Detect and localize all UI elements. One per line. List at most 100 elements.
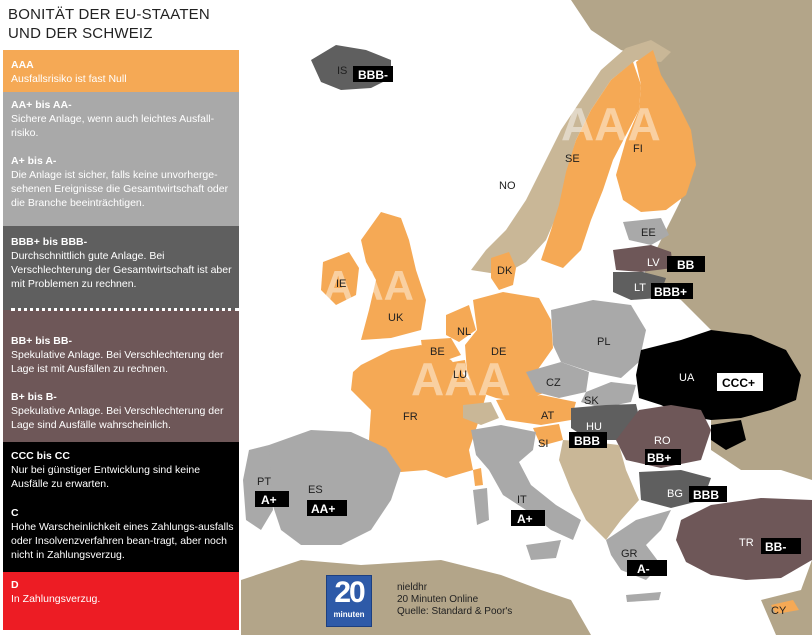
footer-source: Quelle: Standard & Poor's [397, 606, 513, 617]
country-ES [263, 430, 401, 545]
country-NL [446, 305, 476, 342]
watermark-aaa-central: AAA [411, 353, 511, 405]
rating-text-ES: AA+ [311, 502, 335, 516]
legend-code-bbb: BBB+ bis BBB- [11, 236, 88, 248]
legend-desc-bb: Spekulative Anlage. Bei Verschlechterung… [11, 349, 224, 375]
country-IT-sardinia [473, 488, 489, 525]
country-CY [771, 600, 799, 614]
label-LT: LT [634, 282, 646, 294]
country-UA-crimea [711, 420, 746, 450]
country-AT [496, 395, 576, 425]
legend-band-ccc-c: CCC bis CC Nur bei günstiger Entwicklung… [3, 442, 239, 572]
country-LV [613, 245, 673, 272]
label-LU: LU [453, 369, 467, 381]
legend-entry-a: A+ bis A- Die Anlage ist sicher, falls k… [11, 154, 235, 210]
country-IE [321, 252, 359, 305]
country-RO [616, 405, 711, 468]
legend-code-ccc: CCC bis CC [11, 450, 70, 462]
legend-desc-aaa: Ausfallsrisiko ist fast Null [11, 73, 127, 85]
watermark-aaa-uk: AAA [323, 262, 414, 309]
country-PL [551, 300, 646, 378]
legend-entry-bb: BB+ bis BB- Spekulative Anlage. Bei Vers… [11, 334, 235, 376]
map-svg: AAA AAA AAA IS NO SE FI EE LV LT DK IE U… [241, 0, 812, 635]
rating-text-TR: BB- [765, 540, 786, 554]
rating-badge-HU: BBB [569, 432, 607, 448]
rating-text-HU: BBB [574, 434, 600, 448]
legend-entry-bbb: BBB+ bis BBB- Durchschnittlich gute Anla… [11, 235, 235, 291]
map-title: BONITÄT DER EU-STAATEN UND DER SCHWEIZ [8, 5, 243, 43]
legend-band-aaa: AAA Ausfallsrisiko ist fast Null [3, 50, 239, 92]
label-NL: NL [457, 326, 471, 338]
rating-text-IT: A+ [517, 512, 533, 526]
rating-badge-ES: AA+ [307, 500, 347, 516]
label-SI: SI [538, 438, 548, 450]
label-RO: RO [654, 435, 671, 447]
legend-band-aa-a: AA+ bis AA- Sichere Anlage, wenn auch le… [3, 92, 239, 226]
label-FR: FR [403, 411, 418, 423]
rating-badge-RO: BB+ [645, 449, 681, 465]
country-PT [243, 445, 273, 530]
rating-badge-LT: BBB+ [651, 283, 693, 299]
legend-code-c: C [11, 507, 19, 519]
country-TR [676, 498, 812, 580]
label-TR: TR [739, 537, 754, 549]
landmass-east [571, 0, 812, 635]
label-IS: IS [337, 65, 347, 77]
legend-desc-aa: Sichere Anlage, wenn auch leichtes Ausfa… [11, 113, 215, 139]
footer-credits: nieldhr 20 Minuten Online Quelle: Standa… [397, 582, 512, 618]
legend-desc-d: In Zahlungsverzug. [11, 593, 101, 605]
legend-desc-c: Hohe Warscheinlichkeit eines Zahlungs-au… [11, 521, 234, 561]
legend-code-d: D [11, 579, 19, 591]
rating-text-UA: CCC+ [722, 376, 755, 390]
rating-badge-GR: A- [627, 560, 667, 576]
label-GR: GR [621, 548, 638, 560]
country-SE [541, 62, 641, 268]
rating-badge-IT: A+ [511, 510, 545, 526]
rating-text-GR: A- [637, 562, 650, 576]
title-line-2: UND DER SCHWEIZ [8, 25, 153, 42]
rating-badge-PT: A+ [255, 491, 289, 507]
europe-map: AAA AAA AAA IS NO SE FI EE LV LT DK IE U… [241, 0, 812, 635]
legend-desc-a: Die Anlage ist sicher, falls keine unvor… [11, 169, 229, 209]
country-SK [581, 382, 636, 408]
rating-text-PT: A+ [261, 493, 277, 507]
label-LV: LV [647, 257, 660, 269]
legend-band-d: D In Zahlungsverzug. [3, 572, 239, 630]
legend-entry-aa: AA+ bis AA- Sichere Anlage, wenn auch le… [11, 98, 235, 140]
label-DE: DE [491, 346, 506, 358]
legend-entry-d: D In Zahlungsverzug. [11, 578, 235, 606]
label-SK: SK [584, 395, 599, 407]
20-minuten-logo: 20 minuten [326, 575, 372, 627]
country-EE [623, 218, 669, 245]
logo-number: 20 [334, 576, 365, 609]
rating-text-IS: BBB- [358, 68, 388, 82]
country-IT [471, 425, 581, 540]
legend-entry-c: C Hohe Warscheinlichkeit eines Zahlungs-… [11, 506, 235, 562]
legend-code-aa: AA+ bis AA- [11, 99, 72, 111]
legend-desc-b: Spekulative Anlage. Bei Verschlechterung… [11, 405, 224, 431]
label-FI: FI [633, 143, 643, 155]
legend-code-bb: BB+ bis BB- [11, 335, 72, 347]
footer-publisher: 20 Minuten Online [397, 594, 479, 605]
country-GR-crete [626, 592, 661, 602]
country-UK [361, 212, 426, 340]
label-IT: IT [517, 494, 527, 506]
legend-band-bbb: BBB+ bis BBB- Durchschnittlich gute Anla… [3, 226, 239, 310]
label-UK: UK [388, 312, 404, 324]
label-BE: BE [430, 346, 445, 358]
legend-desc-ccc: Nur bei günstiger Entwicklung sind keine… [11, 464, 201, 490]
label-AT: AT [541, 410, 555, 422]
label-NO: NO [499, 180, 516, 192]
rating-badge-TR: BB- [761, 538, 801, 554]
country-CH [463, 402, 499, 425]
legend-code-b: B+ bis B- [11, 391, 57, 403]
legend-entry-b: B+ bis B- Spekulative Anlage. Bei Versch… [11, 390, 235, 432]
legend-desc-bbb: Durchschnittlich gute Anlage. Bei Versch… [11, 250, 232, 290]
country-DK [491, 252, 516, 290]
label-BG: BG [667, 488, 683, 500]
country-SI [533, 424, 563, 446]
label-ES: ES [308, 484, 323, 496]
rating-text-LV: BB [677, 258, 695, 272]
legend-code-a: A+ bis A- [11, 155, 57, 167]
label-IE: IE [336, 278, 346, 290]
